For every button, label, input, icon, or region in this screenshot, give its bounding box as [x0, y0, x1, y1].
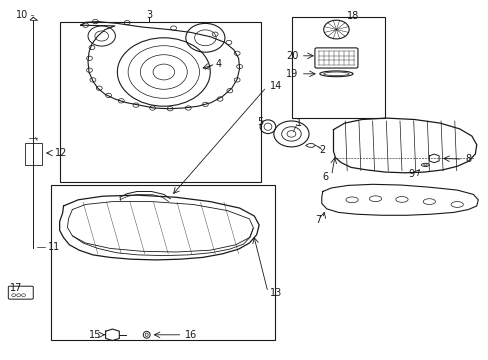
Text: 15: 15	[89, 330, 102, 340]
Text: 13: 13	[269, 288, 282, 298]
Text: 14: 14	[269, 81, 282, 91]
Text: 3: 3	[146, 10, 152, 20]
Text: 9: 9	[407, 168, 414, 179]
Text: 11: 11	[48, 242, 60, 252]
Bar	[292, 17, 385, 118]
Text: 18: 18	[346, 11, 359, 21]
Bar	[25, 143, 42, 165]
Text: 5: 5	[257, 117, 263, 127]
Text: 7: 7	[315, 215, 321, 225]
Text: 12: 12	[55, 148, 67, 158]
Text: 2: 2	[319, 145, 325, 156]
Text: 10: 10	[16, 10, 28, 20]
Text: 19: 19	[285, 69, 298, 79]
Text: 17: 17	[10, 283, 22, 293]
Bar	[60, 22, 261, 182]
Text: 4: 4	[215, 59, 221, 69]
Text: 20: 20	[285, 51, 298, 61]
Text: 16: 16	[184, 330, 197, 340]
Text: 1: 1	[296, 118, 302, 128]
Text: 8: 8	[465, 154, 471, 164]
Text: 6: 6	[322, 172, 328, 182]
Bar	[51, 185, 275, 340]
